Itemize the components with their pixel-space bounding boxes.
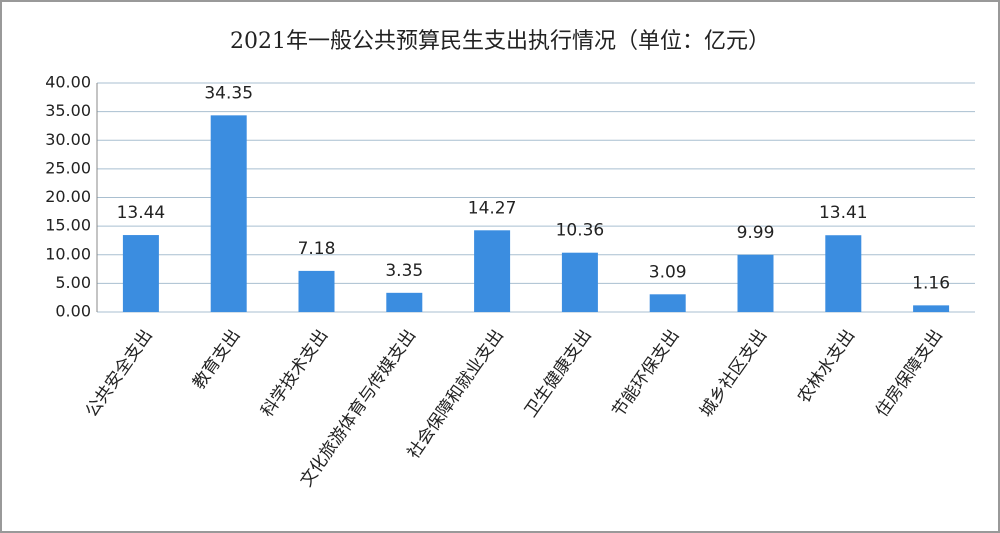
- data-label: 13.41: [819, 203, 868, 223]
- data-label: 9.99: [737, 223, 775, 243]
- bar: [122, 235, 159, 312]
- bar: [737, 254, 774, 312]
- bar: [298, 270, 335, 312]
- y-tick-label: 0.00: [55, 302, 91, 321]
- bar: [561, 252, 598, 312]
- data-label: 3.09: [649, 262, 687, 282]
- y-tick-label: 30.00: [45, 130, 91, 149]
- data-label: 10.36: [556, 221, 605, 241]
- bar: [210, 115, 247, 312]
- data-label: 34.35: [204, 83, 253, 103]
- y-tick-label: 5.00: [55, 273, 91, 292]
- y-tick-label: 10.00: [45, 244, 91, 263]
- y-tick-label: 40.00: [45, 73, 91, 92]
- data-label: 7.18: [298, 239, 336, 259]
- data-label: 14.27: [468, 198, 517, 218]
- bar: [386, 292, 423, 312]
- y-tick-label: 25.00: [45, 158, 91, 177]
- y-tick-label: 35.00: [45, 101, 91, 120]
- data-label: 1.16: [912, 273, 950, 293]
- bar: [825, 235, 862, 312]
- data-label: 13.44: [117, 203, 166, 223]
- data-label: 3.35: [385, 261, 423, 281]
- bar: [474, 230, 511, 312]
- chart-title: 2021年一般公共预算民生支出执行情况（单位：亿元）: [230, 29, 770, 54]
- bar: [913, 305, 950, 312]
- y-tick-label: 15.00: [45, 216, 91, 235]
- bar: [649, 294, 686, 312]
- y-tick-label: 20.00: [45, 187, 91, 206]
